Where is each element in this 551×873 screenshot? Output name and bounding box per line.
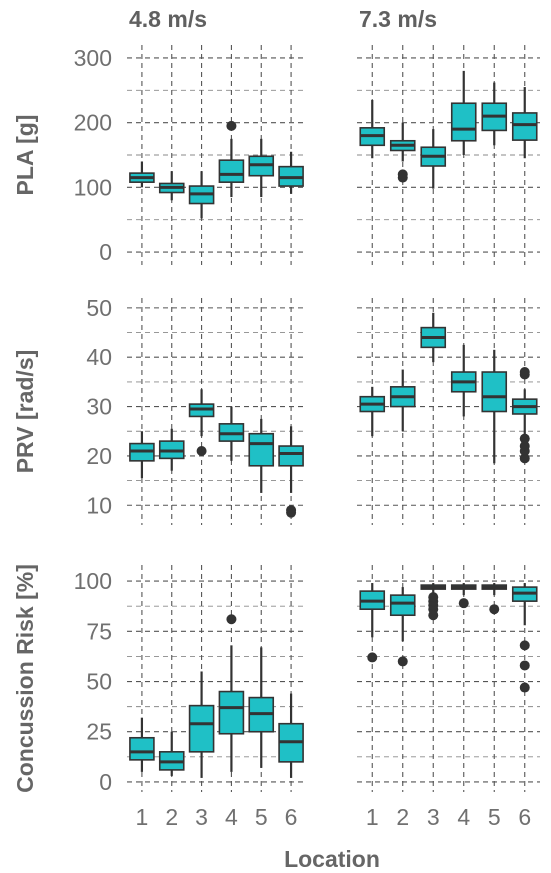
outlier-point xyxy=(519,441,530,452)
column-header-1: 4.8 m/s xyxy=(129,6,207,32)
y-axis-label-row-1: PLA [g] xyxy=(12,115,38,196)
box-location-4 xyxy=(450,102,477,142)
outlier-point xyxy=(519,367,530,378)
y-tick-label: 50 xyxy=(86,669,112,695)
x-tick-label: 3 xyxy=(195,804,208,830)
y-tick-label: 300 xyxy=(74,45,112,71)
column-header-2: 7.3 m/s xyxy=(359,6,437,32)
outlier-point xyxy=(519,640,530,651)
y-tick-label: 40 xyxy=(86,344,112,370)
x-tick-label: 6 xyxy=(285,804,298,830)
y-axis-label-row-3: Concussion Risk [%] xyxy=(12,564,38,793)
y-tick-label: 0 xyxy=(99,239,112,265)
y-tick-label: 10 xyxy=(86,492,112,518)
outlier-point xyxy=(458,598,469,609)
y-tick-label: 0 xyxy=(99,769,112,795)
box-location-6 xyxy=(278,445,304,467)
x-tick-label: 5 xyxy=(488,804,501,830)
x-tick-label: 6 xyxy=(518,804,531,830)
outlier-point xyxy=(519,660,530,671)
box-location-5 xyxy=(481,371,508,413)
box-location-5 xyxy=(248,432,275,467)
y-tick-label: 30 xyxy=(86,394,112,420)
outlier-point xyxy=(196,445,207,456)
y-tick-label: 100 xyxy=(74,568,112,594)
box-location-2 xyxy=(389,594,416,617)
box-location-4 xyxy=(218,690,245,735)
x-tick-label: 1 xyxy=(366,804,379,830)
x-tick-label: 2 xyxy=(396,804,409,830)
x-tick-label: 4 xyxy=(457,804,470,830)
x-tick-label: 3 xyxy=(427,804,440,830)
outlier-point xyxy=(519,433,530,444)
box-location-3 xyxy=(188,704,215,753)
box-location-6 xyxy=(511,112,538,141)
x-axis-label: Location xyxy=(284,846,380,872)
outlier-point xyxy=(226,120,237,131)
y-tick-label: 75 xyxy=(86,618,112,644)
x-tick-label: 2 xyxy=(165,804,178,830)
outlier-point xyxy=(226,614,237,625)
outlier-point xyxy=(397,656,408,667)
y-tick-label: 20 xyxy=(86,443,112,469)
box-location-1 xyxy=(129,736,155,761)
y-tick-label: 200 xyxy=(74,110,112,136)
outlier-point xyxy=(286,505,297,516)
x-tick-label: 1 xyxy=(136,804,149,830)
y-tick-label: 25 xyxy=(86,719,112,745)
outlier-point xyxy=(489,604,500,615)
box-location-4 xyxy=(218,159,245,183)
outlier-point xyxy=(519,682,530,693)
y-tick-label: 50 xyxy=(86,295,112,321)
y-axis-label-row-2: PRV [rad/s] xyxy=(12,350,38,474)
outlier-point xyxy=(428,592,439,603)
outlier-point xyxy=(397,169,408,180)
x-tick-label: 5 xyxy=(255,804,268,830)
y-tick-label: 100 xyxy=(74,174,112,200)
x-tick-label: 4 xyxy=(225,804,238,830)
outlier-point xyxy=(367,652,378,663)
outlier-point xyxy=(519,453,530,464)
